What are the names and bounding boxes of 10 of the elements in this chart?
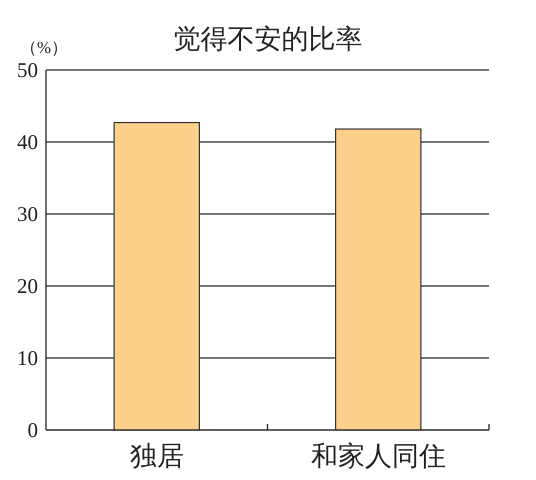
y-tick-label: 50: [17, 58, 38, 82]
y-tick-label: 0: [28, 418, 38, 442]
y-tick-label: 30: [17, 202, 38, 226]
y-tick-label: 20: [17, 274, 38, 298]
y-tick-label: 10: [17, 346, 38, 370]
chart-title: 觉得不安的比率: [174, 24, 362, 55]
x-tick-label: 和家人同住: [310, 441, 446, 472]
x-tick-label: 独居: [130, 441, 184, 472]
y-axis-title: （%）: [20, 38, 68, 57]
y-tick-label: 40: [17, 130, 38, 154]
